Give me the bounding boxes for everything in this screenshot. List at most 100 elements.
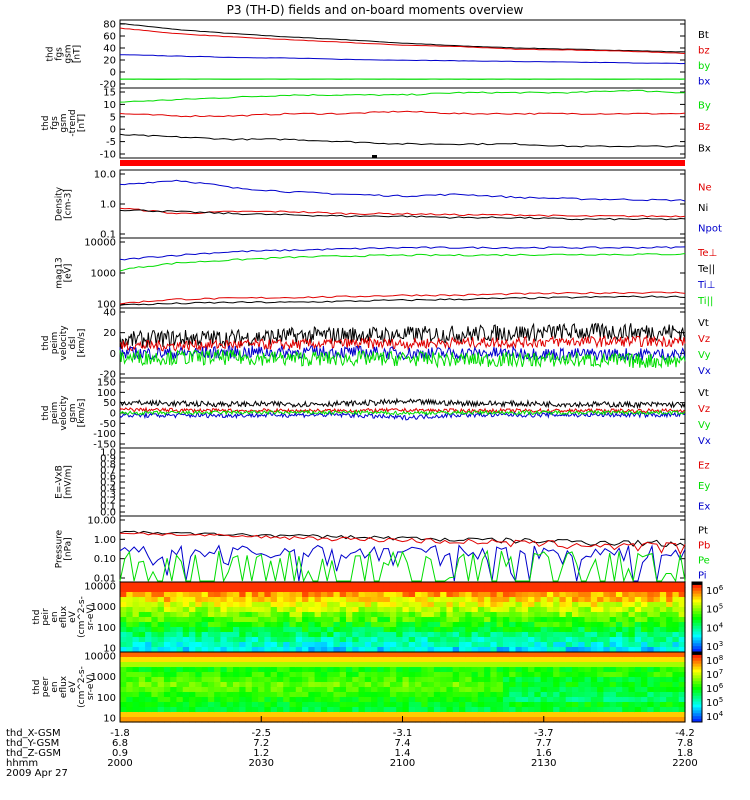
spectrogram-cell: [546, 617, 554, 623]
spectrogram-cell: [314, 667, 322, 673]
spectrogram-cell: [634, 597, 642, 603]
spectrogram-cell: [653, 717, 661, 723]
spectrogram-cell: [251, 677, 259, 683]
spectrogram-cell: [189, 587, 196, 593]
spectrogram-cell: [440, 657, 448, 663]
spectrogram-cell: [440, 697, 448, 703]
ephemeris-value: 2130: [531, 758, 556, 769]
spectrogram-cell: [214, 652, 222, 658]
spectrogram-cell: [421, 652, 429, 658]
spectrogram-cell: [446, 682, 454, 688]
series-Npot: [119, 179, 686, 202]
spectrogram-cell: [490, 627, 498, 633]
spectrogram-cell: [528, 607, 535, 613]
spectrogram-cell: [333, 657, 341, 663]
spectrogram-cell: [170, 637, 178, 643]
spectrogram-cell: [157, 682, 165, 688]
spectrogram-cell: [138, 592, 146, 598]
spectrogram-cell: [371, 652, 378, 658]
spectrogram-cell: [358, 622, 366, 628]
spectrogram-cell: [678, 607, 686, 613]
spectrogram-cell: [120, 617, 127, 623]
spectrogram-cell: [320, 647, 328, 653]
spectrogram-cell: [132, 637, 140, 643]
spectrogram-cell: [678, 582, 686, 588]
spectrogram-cell: [659, 662, 667, 668]
spectrogram-cell: [496, 602, 504, 608]
spectrogram-cell: [590, 717, 598, 723]
spectrogram-cell: [628, 657, 636, 663]
spectrogram-cell: [647, 642, 655, 648]
spectrogram-cell: [634, 702, 642, 708]
spectrogram-cell: [327, 692, 335, 698]
spectrogram-cell: [308, 602, 316, 608]
spectrogram-cell: [647, 657, 655, 663]
spectrogram-cell: [647, 677, 655, 683]
spectrogram-cell: [446, 597, 454, 603]
spectrogram-cell: [446, 672, 454, 678]
spectrogram-cell: [584, 702, 592, 708]
colorbar-cell: [692, 646, 702, 650]
colorbar-cell: [692, 675, 702, 679]
spectrogram-cell: [534, 587, 542, 593]
spectrogram-cell: [295, 697, 303, 703]
spectrogram-cell: [546, 677, 554, 683]
spectrogram-cell: [603, 592, 611, 598]
spectrogram-cell: [176, 677, 184, 683]
spectrogram-cell: [521, 617, 529, 623]
spectrogram-cell: [572, 637, 579, 643]
spectrogram-cell: [647, 652, 655, 658]
spectrogram-cell: [251, 587, 259, 593]
spectrogram-cell: [421, 692, 429, 698]
colorbar-label: 104: [706, 710, 724, 723]
spectrogram-cell: [459, 717, 466, 723]
spectrogram-cell: [358, 717, 366, 723]
spectrogram-cell: [421, 607, 429, 613]
spectrogram-cell: [408, 637, 416, 643]
spectrogram-cell: [320, 717, 328, 723]
spectrogram-cell: [584, 677, 592, 683]
spectrogram-cell: [383, 597, 391, 603]
spectrogram-cell: [408, 592, 416, 598]
spectrogram-cell: [509, 612, 517, 618]
spectrogram-cell: [396, 687, 404, 693]
spectrogram-cell: [364, 692, 372, 698]
spectrogram-cell: [226, 617, 234, 623]
spectrogram-cell: [427, 597, 435, 603]
spectrogram-cell: [145, 657, 152, 663]
spectrogram-cell: [151, 687, 159, 693]
spectrogram-cell: [364, 597, 372, 603]
spectrogram-cell: [502, 692, 510, 698]
spectrogram-cell: [201, 667, 209, 673]
spectrogram-cell: [214, 692, 222, 698]
spectrogram-cell: [176, 712, 184, 718]
spectrogram-cell: [647, 697, 655, 703]
spectrogram-cell: [126, 627, 134, 633]
spectrogram-cell: [320, 587, 328, 593]
spectrogram-cell: [383, 717, 391, 723]
spectrogram-cell: [678, 672, 686, 678]
spectrogram-cell: [333, 667, 341, 673]
spectrogram-cell: [276, 697, 284, 703]
spectrogram-cell: [333, 682, 341, 688]
spectrogram-cell: [603, 637, 611, 643]
spectrogram-cell: [653, 617, 661, 623]
spectrogram-cell: [484, 667, 491, 673]
spectrogram-cell: [352, 597, 360, 603]
spectrogram-cell: [157, 672, 165, 678]
spectrogram-cell: [308, 627, 316, 633]
spectrogram-cell: [584, 682, 592, 688]
spectrogram-cell: [490, 607, 498, 613]
spectrogram-cell: [327, 712, 335, 718]
spectrogram-cell: [546, 682, 554, 688]
spectrogram-cell: [440, 612, 448, 618]
spectrogram-cell: [433, 622, 441, 628]
spectrogram-cell: [176, 592, 184, 598]
spectrogram-cell: [371, 597, 378, 603]
colorbar-cell: [692, 634, 702, 638]
spectrogram-cell: [565, 687, 573, 693]
spectrogram-cell: [641, 697, 648, 703]
spectrogram-cell: [427, 717, 435, 723]
